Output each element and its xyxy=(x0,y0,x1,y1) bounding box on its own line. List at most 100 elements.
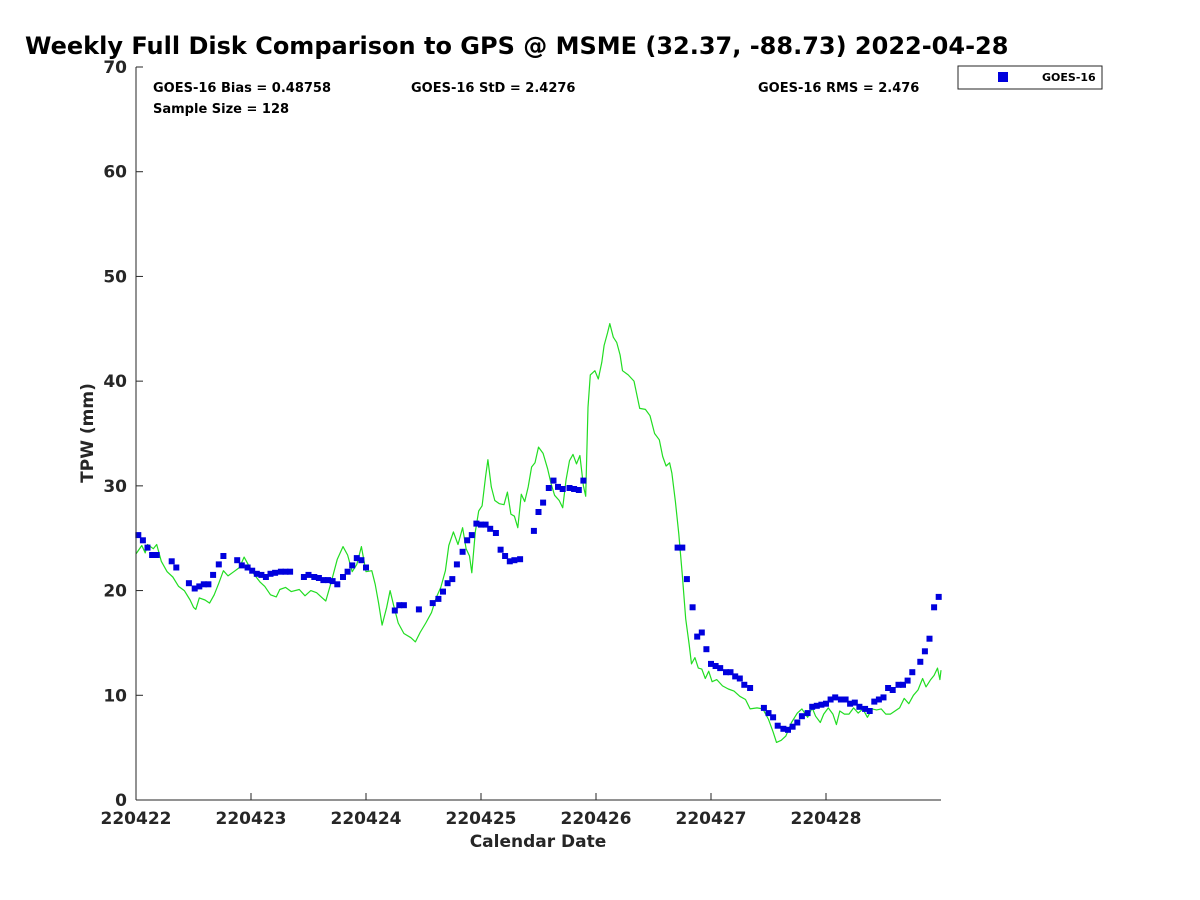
goes-16-point xyxy=(832,694,839,701)
goes-16-point xyxy=(550,477,557,484)
goes-16-point xyxy=(396,602,403,609)
goes-16-point xyxy=(694,633,701,640)
y-ticks: 0 10 20 30 40 50 60 70 xyxy=(103,58,143,811)
goes-16-point xyxy=(210,571,217,578)
goes-16-point xyxy=(244,564,251,571)
chart-title: Weekly Full Disk Comparison to GPS @ MSM… xyxy=(25,32,1008,60)
goes-16-point xyxy=(904,677,911,684)
goes-16-point xyxy=(900,681,906,688)
y-tick-label: 70 xyxy=(103,58,127,78)
y-axis-label: TPW (mm) xyxy=(78,383,98,483)
goes-16-point xyxy=(135,532,142,539)
goes-16-point xyxy=(717,665,724,672)
goes-16-point xyxy=(909,669,916,676)
goes-16-point xyxy=(168,558,175,565)
goes-16-point xyxy=(566,485,573,491)
goes-16-point xyxy=(334,581,341,588)
goes-16-point xyxy=(866,708,873,714)
goes-16-point xyxy=(449,576,456,583)
goes-16-point xyxy=(679,544,686,551)
statistics-annotations: GOES-16 Bias = 0.48758 GOES-16 StD = 2.4… xyxy=(153,81,919,117)
goes-16-point xyxy=(400,602,407,609)
goes-16-point xyxy=(559,486,566,492)
goes-16-point xyxy=(506,558,513,565)
goes-16-series xyxy=(135,477,942,733)
x-tick-label: 220423 xyxy=(216,809,287,829)
goes-16-point xyxy=(785,726,791,733)
goes-16-point xyxy=(798,713,805,720)
goes-16-point xyxy=(429,600,436,607)
goes-16-point xyxy=(862,705,869,712)
legend-label-goes-16: GOES-16 xyxy=(1042,71,1096,84)
goes-16-point xyxy=(492,530,499,536)
goes-16-point xyxy=(220,553,227,559)
goes-16-point xyxy=(921,648,928,655)
legend-box xyxy=(957,65,1103,90)
goes-16-point xyxy=(258,571,265,578)
x-tick-label: 220426 xyxy=(561,809,632,829)
goes-16-point xyxy=(320,577,327,584)
goes-16-point xyxy=(191,585,198,592)
goes-16-point xyxy=(215,561,222,568)
goes-16-point xyxy=(889,687,896,693)
y-tick-label: 20 xyxy=(103,582,127,602)
x-tick-label: 220427 xyxy=(676,809,747,829)
goes-16-point xyxy=(789,723,796,730)
goes-16-point xyxy=(363,564,369,571)
goes-16-point xyxy=(173,564,180,571)
goes-16-point xyxy=(723,669,729,676)
goes-16-point xyxy=(478,521,484,528)
goes-16-point xyxy=(555,483,561,490)
y-tick-label: 30 xyxy=(103,477,127,497)
goes-16-point xyxy=(482,521,489,528)
plot-area xyxy=(135,323,942,744)
goes-16-point xyxy=(917,658,924,665)
stat-bias: GOES-16 Bias = 0.48758 xyxy=(153,81,331,96)
goes-16-point xyxy=(262,574,269,580)
goes-16-point xyxy=(277,568,284,575)
goes-16-point xyxy=(353,555,360,562)
goes-16-point xyxy=(732,673,739,680)
goes-16-point xyxy=(774,722,781,729)
goes-16-point xyxy=(391,607,398,614)
goes-16-point xyxy=(200,581,207,588)
goes-16-point xyxy=(311,574,318,580)
goes-16-point xyxy=(249,567,256,574)
goes-16-point xyxy=(234,557,241,564)
goes-16-point xyxy=(885,685,892,691)
goes-16-point xyxy=(325,577,332,584)
goes-16-point xyxy=(196,583,203,590)
goes-16-point xyxy=(926,635,933,642)
goes-16-point xyxy=(837,696,844,703)
goes-16-point xyxy=(794,719,801,726)
goes-16-point xyxy=(842,696,849,703)
goes-16-point xyxy=(358,557,365,564)
goes-16-point xyxy=(708,660,714,667)
goes-16-point xyxy=(149,552,156,558)
goes-16-point xyxy=(415,606,422,613)
goes-16-point xyxy=(780,725,787,732)
goes-16-point xyxy=(340,574,346,580)
goes-16-point xyxy=(153,552,160,558)
goes-16-point xyxy=(535,509,542,515)
goes-16-point xyxy=(205,581,212,588)
goes-16-point xyxy=(253,570,260,577)
goes-16-point xyxy=(741,681,748,688)
stat-std: GOES-16 StD = 2.4276 xyxy=(411,81,575,96)
gps-series-line xyxy=(135,323,942,744)
x-tick-label: 220425 xyxy=(446,809,517,829)
goes-16-point xyxy=(575,487,582,493)
goes-16-point xyxy=(139,537,146,544)
goes-16-point xyxy=(765,710,772,717)
goes-16-point xyxy=(344,568,351,575)
goes-16-point xyxy=(435,595,442,602)
goes-16-point xyxy=(875,696,882,703)
goes-16-point xyxy=(540,499,547,506)
y-tick-label: 10 xyxy=(103,686,127,706)
goes-16-point xyxy=(935,593,942,600)
goes-16-point xyxy=(703,646,710,653)
goes-16-point xyxy=(502,553,509,559)
goes-16-point xyxy=(847,700,854,707)
goes-16-point xyxy=(464,537,471,544)
goes-16-point xyxy=(580,477,587,484)
